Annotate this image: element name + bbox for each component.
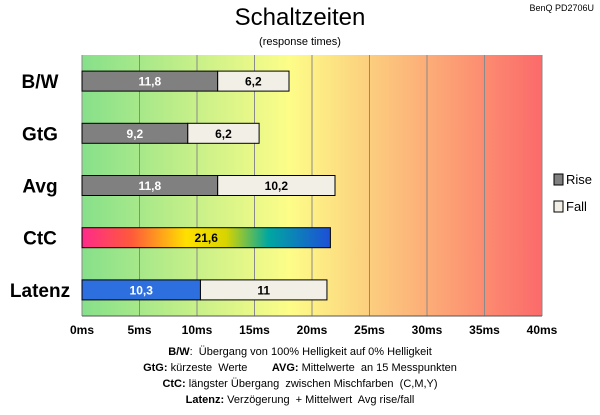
x-tick-label: 30ms [412,323,443,337]
footnote-term: Latenz: [185,394,225,406]
legend-swatch-rise [553,173,564,186]
x-tick-label: 25ms [354,323,385,337]
footnote-text: Mittelwerte an 15 Messpunkten [298,362,457,374]
category-label: B/W [22,72,59,93]
data-label: 11,8 [138,75,161,89]
data-label: 11 [257,283,270,297]
data-label: 6,2 [245,75,262,89]
x-tick-label: 10ms [182,323,213,337]
data-label: 10,2 [265,179,289,193]
data-label: 11,8 [138,179,161,193]
bar-fall [217,175,336,196]
monitor-model: BenQ PD2706U [529,3,594,13]
bar-rise [81,227,331,249]
legend-label-fall: Fall [566,199,587,214]
chart-title: Schaltzeiten [234,4,366,31]
footnotes: B/W: Übergang von 100% Helligkeit auf 0%… [0,344,600,408]
legend-label-rise: Rise [566,172,592,187]
footnote-text: längster Übergang zwischen Mischfarben (… [185,378,438,390]
footnote-term: GtG: [143,362,168,374]
x-tick-label: 40ms [527,323,558,337]
x-tick-label: 0ms [70,323,94,337]
bar-fall [199,279,328,301]
category-label: Avg [22,177,57,198]
footnote-line: GtG: kürzeste Werte AVG: Mittelwerte an … [0,360,600,376]
footnote-term: B/W [168,346,190,358]
data-label: 6,2 [215,127,232,141]
x-tick-label: 35ms [469,323,500,337]
bar-fall [217,70,290,92]
chart-subtitle: (response times) [259,36,341,48]
data-label: 10,3 [130,283,154,297]
x-tick-label: 5ms [127,323,151,337]
footnote-line: Latenz: Verzögerung + Mittelwert Avg ris… [0,392,600,408]
footnote-text: : Übergang von 100% Helligkeit auf 0% He… [189,346,432,358]
category-label: GtG [22,124,58,145]
footnote-line: CtC: längster Übergang zwischen Mischfar… [0,376,600,392]
footnote-term: CtC: [162,378,186,390]
x-tick-label: 15ms [239,323,270,337]
legend-swatch-fall [553,200,564,213]
footnote-text: Verzögerung + Mittelwert Avg rise/fall [224,394,415,406]
data-label: 9,2 [127,127,144,141]
category-label: Latenz [10,281,70,302]
footnote-term: AVG: [271,362,299,374]
bar-fall [187,122,260,144]
category-label: CtC [23,229,57,250]
x-tick-label: 20ms [297,323,328,337]
data-label: 21,6 [195,231,219,245]
footnote-line: B/W: Übergang von 100% Helligkeit auf 0%… [0,344,600,360]
bar-chart: 11,8 6,2 9,2 6,2 11,8 10,2 21,6 10,3 11 B/W GtG Av… [10,55,592,337]
footnote-text: kürzeste Werte [167,362,272,374]
